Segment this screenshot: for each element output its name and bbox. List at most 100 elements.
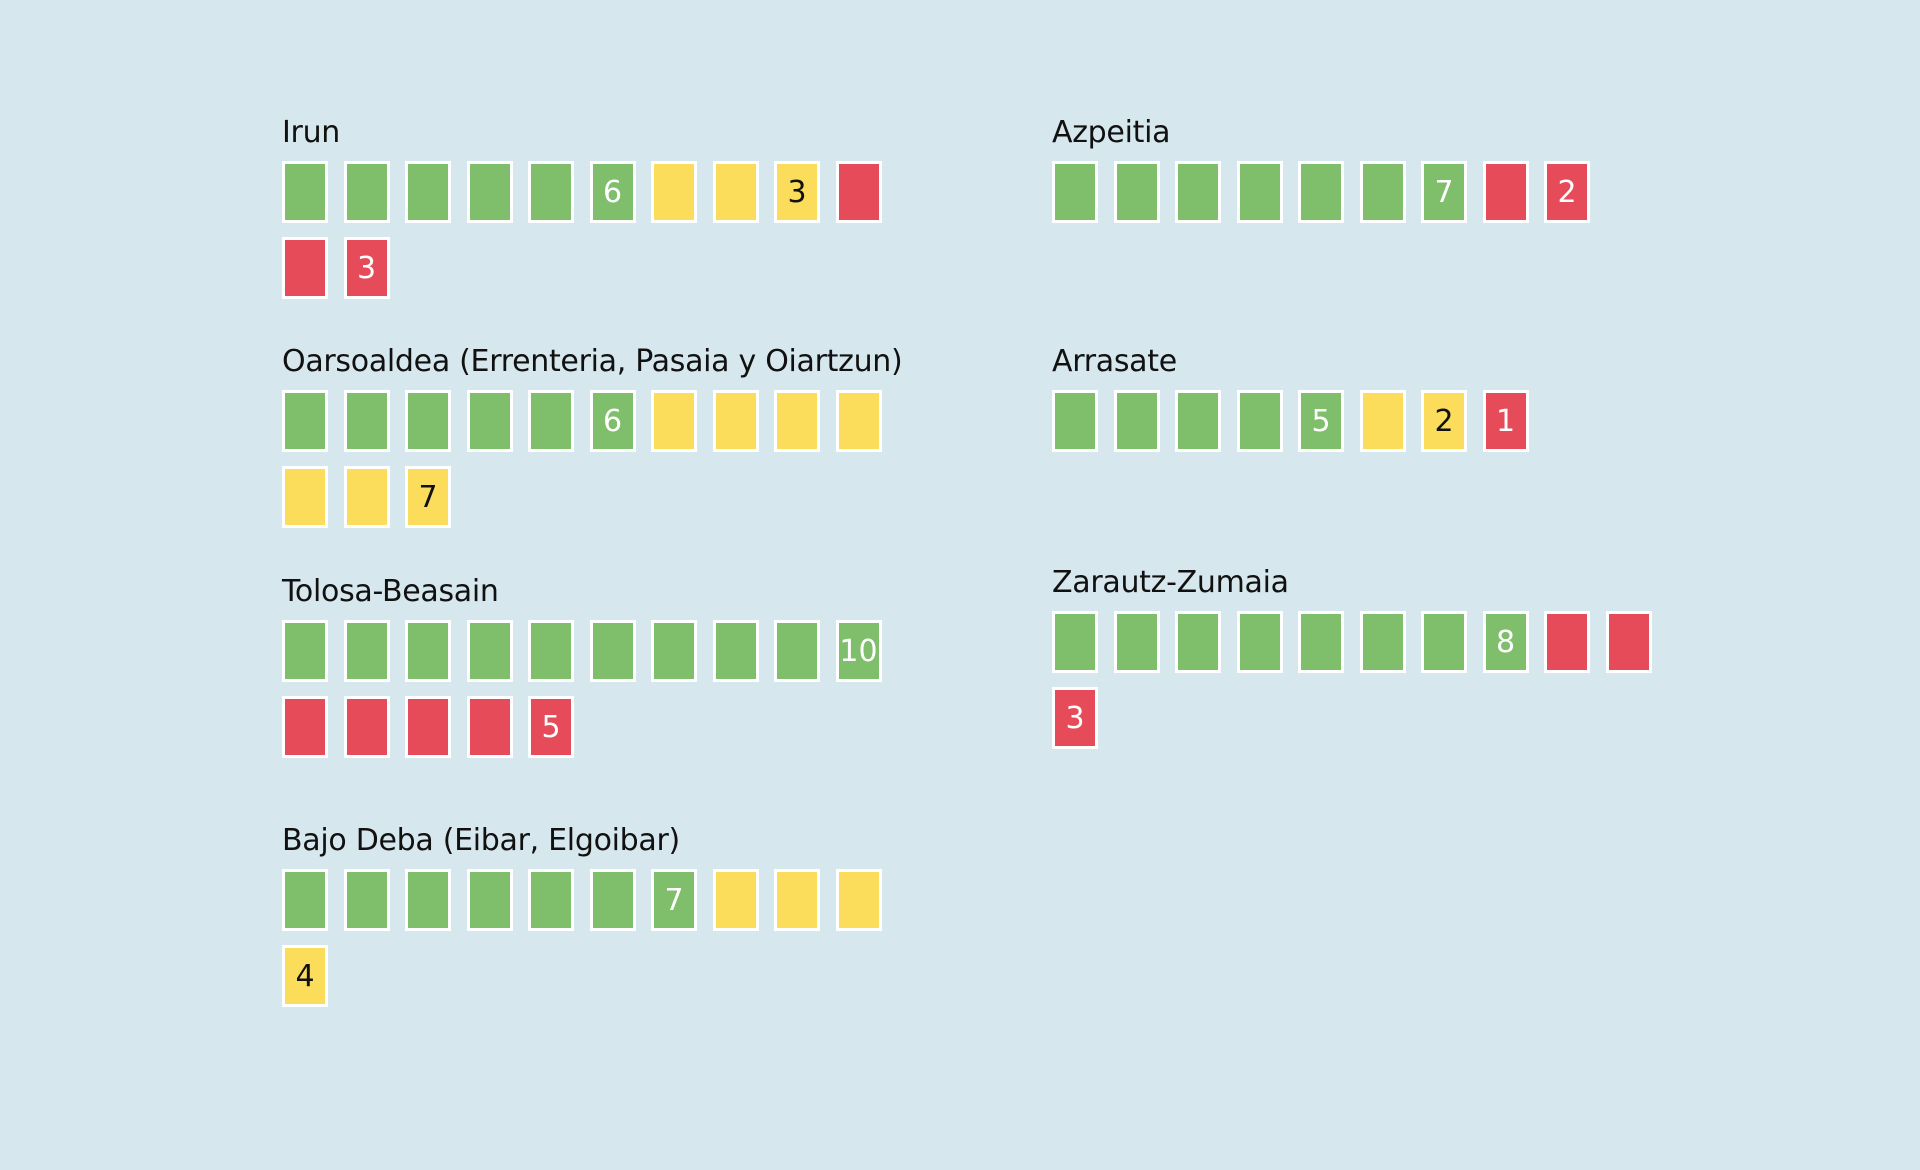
- green-square: [589, 620, 636, 682]
- red-square: 1: [1482, 390, 1529, 452]
- group-title: Arrasate: [1052, 344, 1177, 379]
- red-square: [466, 696, 513, 758]
- green-square: [1113, 611, 1160, 673]
- group-title: Bajo Deba (Eibar, Elgoibar): [282, 823, 680, 858]
- yellow-square: 2: [1421, 390, 1467, 452]
- green-square: [1175, 611, 1221, 673]
- red-square: [405, 696, 451, 758]
- green-square: 6: [589, 161, 636, 223]
- green-square: [1175, 390, 1221, 452]
- group-6: Zarautz-Zumaia 8 3: [1052, 565, 1652, 749]
- red-square: 2: [1544, 161, 1590, 223]
- green-square: [528, 390, 574, 452]
- yellow-square: 4: [282, 945, 328, 1007]
- green-square: [1052, 611, 1098, 673]
- yellow-square: [835, 869, 882, 931]
- group-2: Tolosa-Beasain 10 5: [282, 574, 882, 758]
- green-square: [405, 869, 451, 931]
- green-square: [1298, 161, 1344, 223]
- green-square: [1421, 611, 1467, 673]
- green-square: [343, 620, 390, 682]
- green-square: [1052, 161, 1098, 223]
- red-square: [343, 696, 390, 758]
- group-4: Azpeitia 7 2: [1052, 115, 1652, 223]
- green-square: [651, 620, 697, 682]
- red-square: [282, 696, 328, 758]
- green-square: [343, 869, 390, 931]
- green-square: [528, 620, 574, 682]
- group-1: Oarsoaldea (Errenteria, Pasaia y Oiartzu…: [282, 344, 903, 528]
- green-square: [466, 620, 513, 682]
- red-square: [1544, 611, 1590, 673]
- red-square: 5: [528, 696, 574, 758]
- green-square: [1236, 161, 1283, 223]
- yellow-square: 3: [774, 161, 820, 223]
- green-square: [282, 869, 328, 931]
- green-square: [774, 620, 820, 682]
- yellow-square: [712, 390, 759, 452]
- green-square: 6: [589, 390, 636, 452]
- waffle-grid: 6 3 3: [282, 161, 882, 299]
- green-square: [1113, 390, 1160, 452]
- green-square: [282, 620, 328, 682]
- group-title: Zarautz-Zumaia: [1052, 565, 1289, 600]
- green-square: [282, 390, 328, 452]
- green-square: 8: [1482, 611, 1529, 673]
- yellow-square: [712, 161, 759, 223]
- group-title: Tolosa-Beasain: [282, 574, 499, 609]
- green-square: [282, 161, 328, 223]
- group-title: Oarsoaldea (Errenteria, Pasaia y Oiartzu…: [282, 344, 903, 379]
- red-square: [1605, 611, 1652, 673]
- yellow-square: [835, 390, 882, 452]
- red-square: [1482, 161, 1529, 223]
- red-square: 3: [1052, 687, 1098, 749]
- green-square: [1298, 611, 1344, 673]
- green-square: 5: [1298, 390, 1344, 452]
- green-square: [343, 161, 390, 223]
- group-5: Arrasate 5 2 1: [1052, 344, 1652, 452]
- red-square: [835, 161, 882, 223]
- yellow-square: [712, 869, 759, 931]
- yellow-square: [651, 390, 697, 452]
- green-square: [405, 161, 451, 223]
- green-square: [466, 390, 513, 452]
- green-square: 10: [835, 620, 882, 682]
- green-square: [343, 390, 390, 452]
- group-0: Irun 6 3 3: [282, 115, 882, 299]
- yellow-square: [651, 161, 697, 223]
- green-square: [1359, 611, 1406, 673]
- green-square: [528, 161, 574, 223]
- yellow-square: [282, 466, 328, 528]
- yellow-square: [1359, 390, 1406, 452]
- green-square: [712, 620, 759, 682]
- green-square: [466, 869, 513, 931]
- green-square: [1175, 161, 1221, 223]
- group-3: Bajo Deba (Eibar, Elgoibar) 7 4: [282, 823, 882, 1007]
- green-square: 7: [1421, 161, 1467, 223]
- green-square: [405, 620, 451, 682]
- green-square: [1359, 161, 1406, 223]
- green-square: [405, 390, 451, 452]
- yellow-square: 7: [405, 466, 451, 528]
- green-square: [528, 869, 574, 931]
- green-square: [1113, 161, 1160, 223]
- green-square: [466, 161, 513, 223]
- red-square: 3: [343, 237, 390, 299]
- group-title: Irun: [282, 115, 341, 150]
- red-square: [282, 237, 328, 299]
- green-square: 7: [651, 869, 697, 931]
- yellow-square: [774, 869, 820, 931]
- green-square: [1236, 390, 1283, 452]
- green-square: [1052, 390, 1098, 452]
- green-square: [589, 869, 636, 931]
- yellow-square: [774, 390, 820, 452]
- group-title: Azpeitia: [1052, 115, 1171, 150]
- waffle-grid: 10 5: [282, 620, 882, 758]
- yellow-square: [343, 466, 390, 528]
- green-square: [1236, 611, 1283, 673]
